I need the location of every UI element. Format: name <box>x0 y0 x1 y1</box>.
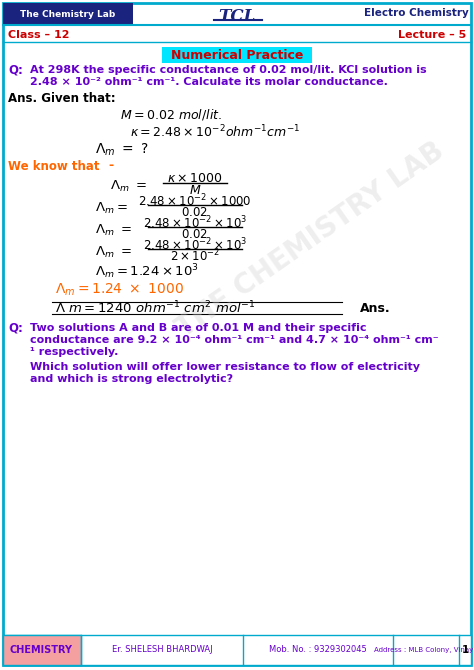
Text: 2.48 × 10⁻² ohm⁻¹ cm⁻¹. Calculate its molar conductance.: 2.48 × 10⁻² ohm⁻¹ cm⁻¹. Calculate its mo… <box>30 77 388 87</box>
Text: TCL: TCL <box>219 8 255 25</box>
Polygon shape <box>3 635 81 665</box>
Text: The Chemistry Lab: The Chemistry Lab <box>20 10 116 19</box>
Text: $\kappa\times1000$: $\kappa\times1000$ <box>167 172 223 186</box>
Text: Q:: Q: <box>8 64 23 76</box>
Text: -: - <box>108 159 113 172</box>
Text: CHEMISTRY: CHEMISTRY <box>9 645 73 655</box>
Text: Which solution will offer lower resistance to flow of electricity: Which solution will offer lower resistan… <box>30 362 420 372</box>
Text: Address : MLB Colony, Vinay Nagar: Address : MLB Colony, Vinay Nagar <box>374 647 474 653</box>
Text: conductance are 9.2 × 10⁻⁴ ohm⁻¹ cm⁻¹ and 4.7 × 10⁻⁴ ohm⁻¹ cm⁻: conductance are 9.2 × 10⁻⁴ ohm⁻¹ cm⁻¹ an… <box>30 335 438 345</box>
Text: Mob. No. : 9329302045: Mob. No. : 9329302045 <box>269 645 367 655</box>
Text: $\Lambda_m\ =$: $\Lambda_m\ =$ <box>110 178 147 194</box>
Text: Lecture – 5: Lecture – 5 <box>398 30 466 40</box>
Text: $\Lambda_m\ =\ ?$: $\Lambda_m\ =\ ?$ <box>95 142 149 158</box>
Text: Ans. Given that:: Ans. Given that: <box>8 92 116 105</box>
Text: $2.48\times10^{-2}\times10^{3}$: $2.48\times10^{-2}\times10^{3}$ <box>143 214 247 231</box>
Text: Ans.: Ans. <box>360 302 391 314</box>
Text: $\Lambda_m=1.24\times10^{3}$: $\Lambda_m=1.24\times10^{3}$ <box>95 263 199 281</box>
Text: $\Lambda_m\ =$: $\Lambda_m\ =$ <box>95 245 132 259</box>
Polygon shape <box>162 47 312 63</box>
Text: $M = 0.02\ \mathit{mol} / \mathit{lit.}$: $M = 0.02\ \mathit{mol} / \mathit{lit.}$ <box>120 107 222 121</box>
Polygon shape <box>3 3 133 25</box>
Text: $\Lambda_m\ =$: $\Lambda_m\ =$ <box>95 222 132 238</box>
Text: $2\times10^{-2}$: $2\times10^{-2}$ <box>170 248 220 264</box>
Text: At 298K the specific conductance of 0.02 mol/lit. KCl solution is: At 298K the specific conductance of 0.02… <box>30 65 427 75</box>
Text: $\Lambda\ m = 1240\ ohm^{-1}\ cm^{2}\ mol^{-1}$: $\Lambda\ m = 1240\ ohm^{-1}\ cm^{2}\ mo… <box>55 299 255 316</box>
Text: ¹ respectively.: ¹ respectively. <box>30 347 118 357</box>
Text: Q:: Q: <box>8 322 23 334</box>
Text: We know that: We know that <box>8 159 100 172</box>
Polygon shape <box>3 3 471 665</box>
Text: $M$: $M$ <box>189 184 201 196</box>
Text: Electro Chemistry: Electro Chemistry <box>364 8 469 18</box>
Text: $2.48\times10^{-2}\times1000$: $2.48\times10^{-2}\times1000$ <box>138 193 252 209</box>
Text: Class – 12: Class – 12 <box>8 30 70 40</box>
Text: $2.48\times10^{-2}\times10^{3}$: $2.48\times10^{-2}\times10^{3}$ <box>143 237 247 253</box>
Text: THE CHEMISTRY LAB: THE CHEMISTRY LAB <box>171 137 449 343</box>
Text: $0.02$: $0.02$ <box>182 206 209 218</box>
Text: $\kappa = 2.48\times10^{-2}\mathit{ohm}^{-1}\mathit{cm}^{-1}$: $\kappa = 2.48\times10^{-2}\mathit{ohm}^… <box>130 124 301 140</box>
Text: Numerical Practice: Numerical Practice <box>171 49 303 62</box>
Text: Er. SHELESH BHARDWAJ: Er. SHELESH BHARDWAJ <box>112 645 212 655</box>
Text: Two solutions A and B are of 0.01 M and their specific: Two solutions A and B are of 0.01 M and … <box>30 323 366 333</box>
Text: $\Lambda_m=$: $\Lambda_m=$ <box>95 200 128 216</box>
Text: 1: 1 <box>461 645 469 655</box>
Polygon shape <box>3 635 471 665</box>
Text: $0.02$: $0.02$ <box>182 228 209 241</box>
Text: $\Lambda_m = 1.24\ \times\ 1000$: $\Lambda_m = 1.24\ \times\ 1000$ <box>55 282 184 298</box>
Text: and which is strong electrolytic?: and which is strong electrolytic? <box>30 374 233 384</box>
